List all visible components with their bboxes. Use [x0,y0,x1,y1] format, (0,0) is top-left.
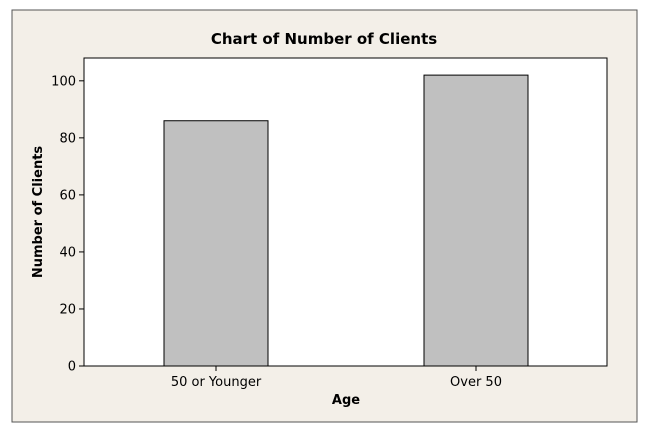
bars-layer [163,74,529,367]
x-tick-label: Over 50 [450,375,502,390]
y-tick-label: 40 [59,245,76,260]
x-axis-label: Age [332,393,360,408]
bar-1 [163,120,269,367]
y-tick-label: 100 [51,74,76,89]
bar-2 [423,74,529,367]
y-tick-label: 20 [59,302,76,317]
chart-title: Chart of Number of Clients [211,30,437,48]
y-axis-ticks: 0 20 40 60 80 100 [51,74,84,375]
y-tick-label: 60 [59,188,76,203]
x-tick-label: 50 or Younger [171,375,262,390]
y-axis-label: Number of Clients [31,146,46,279]
x-axis-ticks: 50 or Younger Over 50 [171,366,502,390]
plot-area [83,57,608,367]
y-tick-label: 80 [59,131,76,146]
y-tick-label: 0 [68,360,76,375]
